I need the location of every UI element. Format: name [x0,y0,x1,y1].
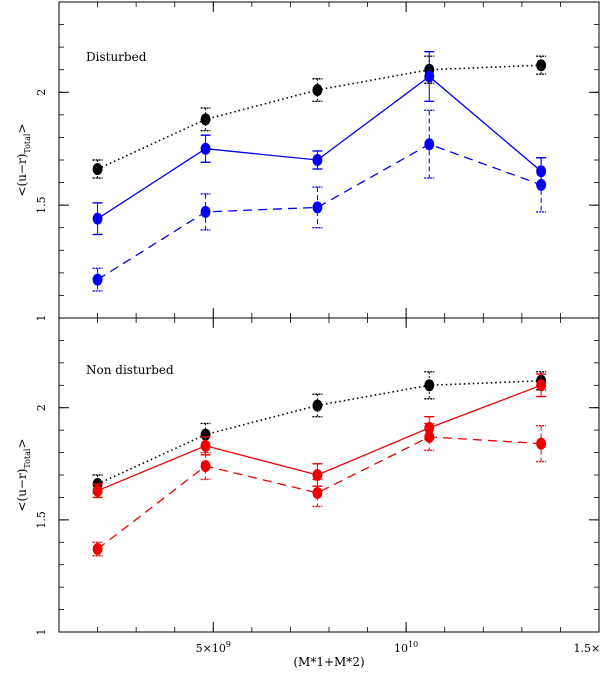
data-point [536,165,547,178]
data-point [424,138,435,151]
series-line-nondisturbed-dashed [97,436,542,550]
chart-marks: 1 1.5 2 1 1.5 2 5×109 1010 1.5×1010 [35,2,600,655]
x-tick-label: 1010 [394,640,418,655]
data-point [92,212,103,225]
data-point [200,113,211,126]
x-axis-label: (M*1+M*2) [293,655,364,669]
data-point [536,59,547,72]
y-tick-label: 1 [35,629,48,636]
y-label-end: > [15,123,29,133]
top-panel-label: Disturbed [86,50,147,64]
bottom-y-axis-label: <(u−r)Total> [15,438,32,511]
y-label-end: > [15,438,29,448]
data-point [312,469,323,481]
data-point [200,142,211,155]
y-tick-label: 1 [35,315,48,322]
data-point [92,484,103,497]
series-line-all [97,64,542,170]
y-tick-label: 2 [35,404,48,411]
data-point [536,379,547,392]
data-point [312,201,323,214]
data-point [424,430,435,443]
data-point [312,84,323,97]
y-label-main: <(u−r) [15,469,29,512]
data-point [200,439,211,452]
series-line-disturbed-dashed [97,143,542,281]
svg-text:<(u−r)Total>: <(u−r)Total> [15,123,32,196]
x-tick-label: 5×109 [196,640,231,655]
data-point [312,154,323,166]
series-line-disturbed-solid [97,75,542,220]
svg-text:<(u−r)Total>: <(u−r)Total> [15,438,32,511]
top-y-axis-label: <(u−r)Total> [15,123,32,196]
bottom-panel-label: Non disturbed [86,363,174,377]
data-point [424,379,435,392]
data-point [536,178,547,191]
data-point [312,486,323,499]
data-point [200,205,211,218]
y-label-sub: Total [23,133,32,154]
data-point [92,163,103,176]
y-tick-label: 1.5 [35,511,48,529]
y-label-sub: Total [23,448,32,469]
y-label-main: <(u−r) [15,154,29,197]
series-line-all [97,380,542,485]
data-point [200,428,211,441]
data-point [424,70,435,83]
data-point [92,273,103,286]
data-point [92,543,103,556]
y-tick-label: 1.5 [35,196,48,214]
x-tick-label: 1.5×1010 [574,640,600,655]
data-point [536,437,547,450]
data-point [312,399,323,412]
data-point [200,460,211,473]
y-tick-label: 2 [35,89,48,96]
